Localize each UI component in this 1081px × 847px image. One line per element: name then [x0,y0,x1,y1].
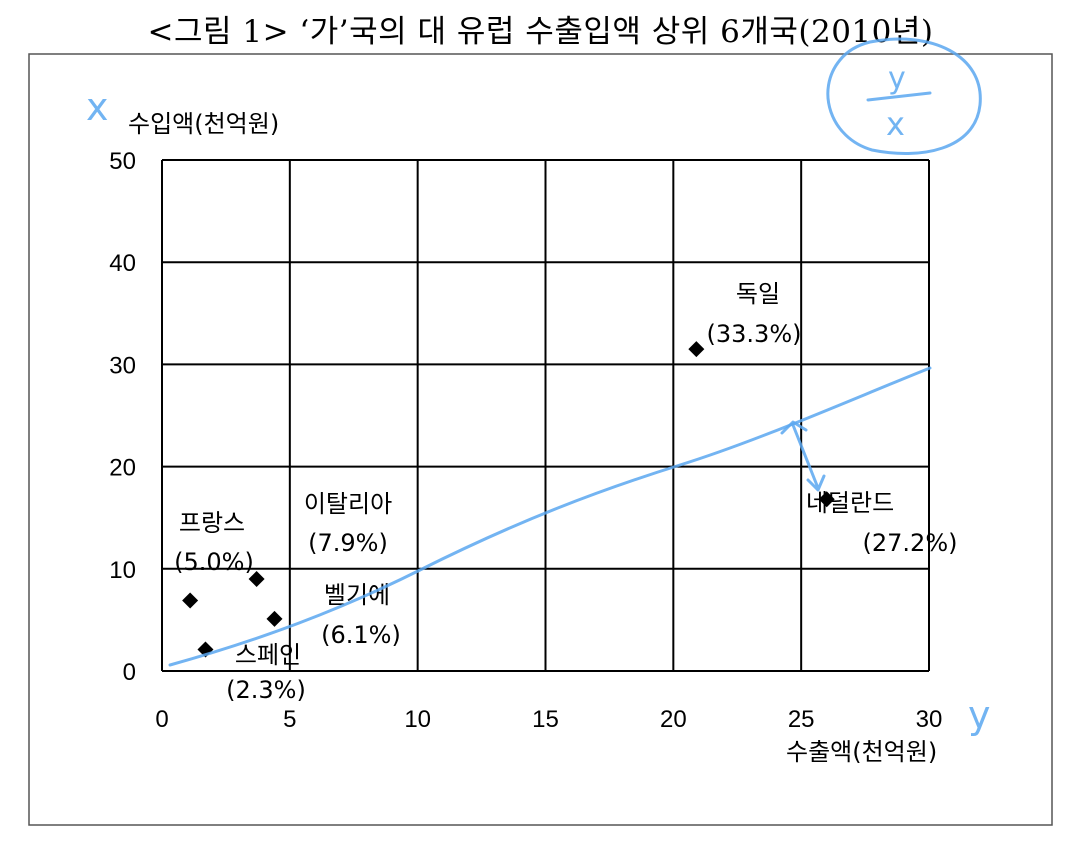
handwritten-x: x [886,105,905,143]
y-tick-label: 10 [109,557,136,584]
handwritten-double-arrow [780,420,826,492]
data-points: 독일 (33.3%) 네덜란드 (27.2%) 이탈리아 (7.9%) 프랑스 (5.0%) 벨… [174,280,957,704]
chart-title: <그림 1> ‘가’국의 대 유럽 수출입액 상위 6개국(2010년) [147,14,934,50]
axis-ticks: 0 5 10 15 20 25 30 0 10 20 30 40 50 [109,148,942,733]
x-tick-label: 30 [916,706,943,733]
handwritten-y: y [888,61,906,96]
handwritten-fraction-bar [866,91,932,102]
data-point-marker [688,341,705,358]
y-tick-label: 0 [123,659,136,686]
y-tick-label: 40 [109,250,136,277]
data-label-share: (7.9%) [308,529,388,557]
data-label-country: 벨기에 [324,581,390,609]
data-label-country: 이탈리아 [304,490,392,518]
y-tick-label: 30 [109,352,136,379]
data-label-country: 프랑스 [179,509,245,537]
x-tick-label: 20 [660,706,687,733]
data-label-share: (33.3%) [707,320,802,348]
data-label-country: 스페인 [235,641,301,669]
y-tick-label: 50 [109,148,136,175]
handwritten-trend-line [168,366,932,667]
x-axis-label: 수출액(천억원) [786,738,937,766]
x-tick-label: 25 [788,706,815,733]
x-tick-label: 15 [532,706,559,733]
figure-frame [28,53,1053,826]
handwritten-y-axis-mark: y [968,693,991,737]
handwritten-x-axis-mark: x [86,85,109,129]
x-tick-label: 0 [155,706,168,733]
data-label-share: (6.1%) [321,621,401,649]
data-label-share: (27.2%) [863,529,958,557]
handwritten-annotations: y x x y [86,37,991,737]
data-label-country: 네덜란드 [806,489,894,517]
data-point-marker [248,571,265,588]
data-label-share: (2.3%) [226,676,306,704]
data-point-marker [818,491,835,508]
y-axis-label: 수입액(천억원) [128,110,279,138]
x-tick-label: 5 [283,706,296,733]
y-tick-label: 20 [109,455,136,482]
handwritten-circle [826,37,982,156]
x-tick-label: 10 [404,706,431,733]
plot-grid [161,159,930,672]
data-point-marker [266,610,283,627]
data-point-marker [182,592,199,609]
data-label-share: (5.0%) [174,548,254,576]
data-label-country: 독일 [736,280,780,308]
